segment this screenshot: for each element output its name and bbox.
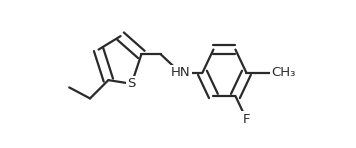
Text: HN: HN xyxy=(171,66,190,79)
Text: F: F xyxy=(243,113,250,126)
Text: S: S xyxy=(127,77,136,90)
Text: CH₃: CH₃ xyxy=(272,66,296,79)
